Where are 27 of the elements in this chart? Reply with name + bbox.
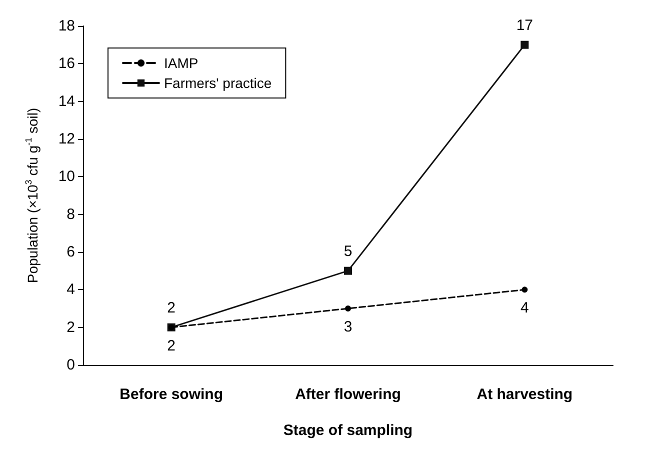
data-label: 4 [520, 300, 529, 317]
data-label: 17 [516, 16, 534, 34]
point [344, 266, 352, 275]
y-tick-label: 8 [66, 206, 75, 223]
point [520, 40, 529, 49]
data-label: 2 [167, 299, 176, 316]
data-label: 3 [344, 318, 352, 336]
y-tick-label: 6 [66, 244, 75, 260]
y-tick-label: 4 [66, 281, 75, 298]
point [522, 286, 528, 293]
x-axis-title: Stage of sampling [283, 422, 413, 439]
y-tick-label: 0 [66, 356, 75, 374]
x-tick-label: Before sowing [120, 386, 224, 403]
legend-label: Farmers' practice [164, 75, 272, 91]
data-label: 5 [344, 242, 352, 260]
y-tick-label: 16 [58, 55, 75, 72]
y-tick-label: 18 [58, 18, 75, 34]
x-tick-label: At harvesting [476, 386, 573, 403]
y-tick-label: 10 [58, 168, 75, 186]
x-tick-label: After flowering [295, 386, 401, 403]
legend-label: IAMP [164, 55, 198, 71]
point [345, 306, 351, 312]
y-tick-label: 2 [66, 318, 75, 336]
y-tick-label: 14 [58, 92, 75, 110]
data-label: 2 [167, 337, 176, 354]
y-tick-label: 12 [58, 130, 75, 148]
y-axis-title: Population (×103 cfu g-1 soil) [24, 108, 40, 284]
